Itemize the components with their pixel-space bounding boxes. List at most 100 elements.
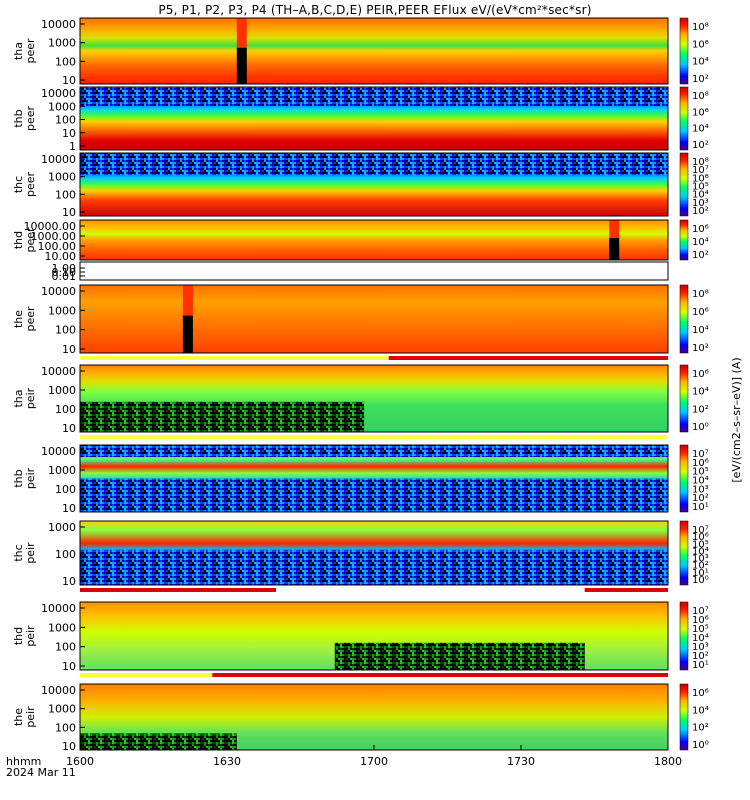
y-tick-label: 10000 <box>41 445 76 458</box>
panel-tha-peir: 10000 1000 100 10 tha peir 10⁶ 10⁴ 10² 10⁰ <box>12 364 709 439</box>
colorbar-tick-label: 10⁶ <box>692 307 709 318</box>
colorbar-tick-label: 10² <box>692 651 709 662</box>
status-bar-segment <box>584 588 668 592</box>
y-tick-label: 10000 <box>41 87 76 100</box>
colorbar-tick-label: 10¹ <box>692 660 709 671</box>
panel-thc-peer: 10000 1000 100 10 thc peer 10⁸10⁷10⁶10⁵10⁴10³1… <box>12 152 709 219</box>
colorbar-tick-label: 10⁰ <box>692 422 709 433</box>
panel-label: thc <box>12 544 25 561</box>
panel-tha-peer: 10000 1000 100 10 tha peer 10⁸ 10⁶ 10⁴ 10² <box>12 17 709 87</box>
chart-title: P5, P1, P2, P3, P4 (TH–A,B,C,D,E) PEIR,P… <box>158 3 592 17</box>
colorbar-tick-label: 10⁶ <box>692 224 709 235</box>
colorbar <box>679 219 689 261</box>
y-tick-label: 100 <box>55 114 76 127</box>
data-gap-column <box>182 285 193 316</box>
colorbar-tick-label: 10⁵ <box>692 467 709 478</box>
data-gap-column <box>236 47 247 84</box>
x-tick-label: 1600 <box>66 755 94 768</box>
panel-label: peer <box>24 106 37 132</box>
colorbar <box>679 601 689 671</box>
colorbar-tick-label: 10⁵ <box>692 539 709 550</box>
colorbar-tick-label: 10³ <box>692 554 709 565</box>
y-tick-label: 10 <box>62 206 76 219</box>
y-tick-label: 1000 <box>48 384 76 397</box>
colorbar-tick-label: 10⁷ <box>692 165 709 176</box>
colorbar-tick-label: 10⁴ <box>692 57 709 68</box>
panel-label: thb <box>12 109 25 127</box>
y-tick-label: 100 <box>55 483 76 496</box>
panel-label: peir <box>24 467 37 489</box>
colorbar <box>679 444 689 513</box>
panel-label: peer <box>24 38 37 64</box>
colorbar <box>679 17 689 85</box>
colorbar-tick-label: 10² <box>692 343 709 354</box>
y-tick-label: 1.00 <box>52 262 77 275</box>
panel-thb-peir: 10000 1000 100 10 thb peir 10⁷10⁶10⁵10⁴10³10²1… <box>12 444 709 515</box>
y-tick-label: 10 <box>62 74 76 87</box>
colorbar-tick-label: 10⁸ <box>692 22 709 33</box>
colorbar-tick-label: 10⁶ <box>692 458 709 469</box>
panel-label: peir <box>24 625 37 647</box>
panel-label: peer <box>24 306 37 332</box>
colorbar-tick-label: 10⁶ <box>692 173 709 184</box>
y-tick-label: 1000 <box>48 171 76 184</box>
y-tick-label: 100 <box>55 55 76 68</box>
panel-label: peir <box>24 387 37 409</box>
y-tick-label: 1 <box>69 140 76 153</box>
colorbar-tick-label: 10² <box>692 206 709 217</box>
y-tick-label: 1000 <box>48 304 76 317</box>
y-tick-label: 10000.00 <box>24 220 77 233</box>
y-tick-label: 0.10 <box>52 266 77 279</box>
colorbar-tick-label: 10⁴ <box>692 633 709 644</box>
panel-the-peer: 10000 1000 100 10 the peer 10⁸ 10⁶ 10⁴ 10² <box>12 284 709 360</box>
y-tick-label: 1000 <box>48 464 76 477</box>
colorbar-tick-label: 10¹ <box>692 568 709 579</box>
y-tick-label: 10 <box>62 575 76 588</box>
y-tick-label: 1000 <box>48 37 76 50</box>
colorbar-tick-label: 10⁷ <box>692 449 709 460</box>
y-tick-label: 1000.00 <box>31 230 77 243</box>
y-tick-label: 10 <box>62 660 76 673</box>
colorbar-tick-label: 10¹ <box>692 502 709 513</box>
x-tick-label: 1630 <box>213 755 241 768</box>
y-tick-label: 1000 <box>48 621 76 634</box>
colorbar <box>679 86 689 151</box>
colorbar <box>679 683 689 751</box>
panel-label: thd <box>12 627 25 645</box>
colorbar-tick-label: 10⁷ <box>692 525 709 536</box>
y-tick-label: 10 <box>62 422 76 435</box>
colorbar <box>679 152 689 217</box>
status-bar-segment <box>80 673 213 677</box>
y-tick-label: 10000 <box>41 365 76 378</box>
colorbar-tick-label: 10⁴ <box>692 387 709 398</box>
status-bar-segment <box>212 673 669 677</box>
colorbar-tick-label: 10⁴ <box>692 124 709 135</box>
y-tick-label: 100 <box>55 641 76 654</box>
panel-label: thd <box>12 231 25 249</box>
colorbar-tick-label: 10⁷ <box>692 606 709 617</box>
panel-label: thb <box>12 469 25 487</box>
time-axis-label: hhmm <box>6 755 42 768</box>
y-tick-label: 10 <box>62 740 76 753</box>
y-tick-label: 10000 <box>41 18 76 31</box>
panel-label: the <box>12 708 25 726</box>
colorbar-tick-label: 10⁶ <box>692 615 709 626</box>
colorbar-label: [eV/(cm2–s–sr–eV)] (A) <box>730 357 743 482</box>
status-bar-segment <box>80 588 276 592</box>
panel-label: peir <box>24 706 37 728</box>
y-tick-label: 10 <box>62 343 76 356</box>
colorbar-tick-label: 10⁰ <box>692 575 709 586</box>
colorbar-tick-label: 10² <box>692 404 709 415</box>
colorbar-tick-label: 10⁵ <box>692 624 709 635</box>
colorbar-tick-label: 10⁸ <box>692 289 709 300</box>
panel-blank-4: 1.000.100.01 <box>52 261 669 283</box>
y-tick-label: 1000 <box>48 100 76 113</box>
x-tick-label: 1800 <box>654 755 682 768</box>
y-tick-label: 100 <box>55 721 76 734</box>
colorbar <box>679 520 689 586</box>
y-tick-label: 100 <box>55 548 76 561</box>
colorbar-tick-label: 10⁴ <box>692 476 709 487</box>
